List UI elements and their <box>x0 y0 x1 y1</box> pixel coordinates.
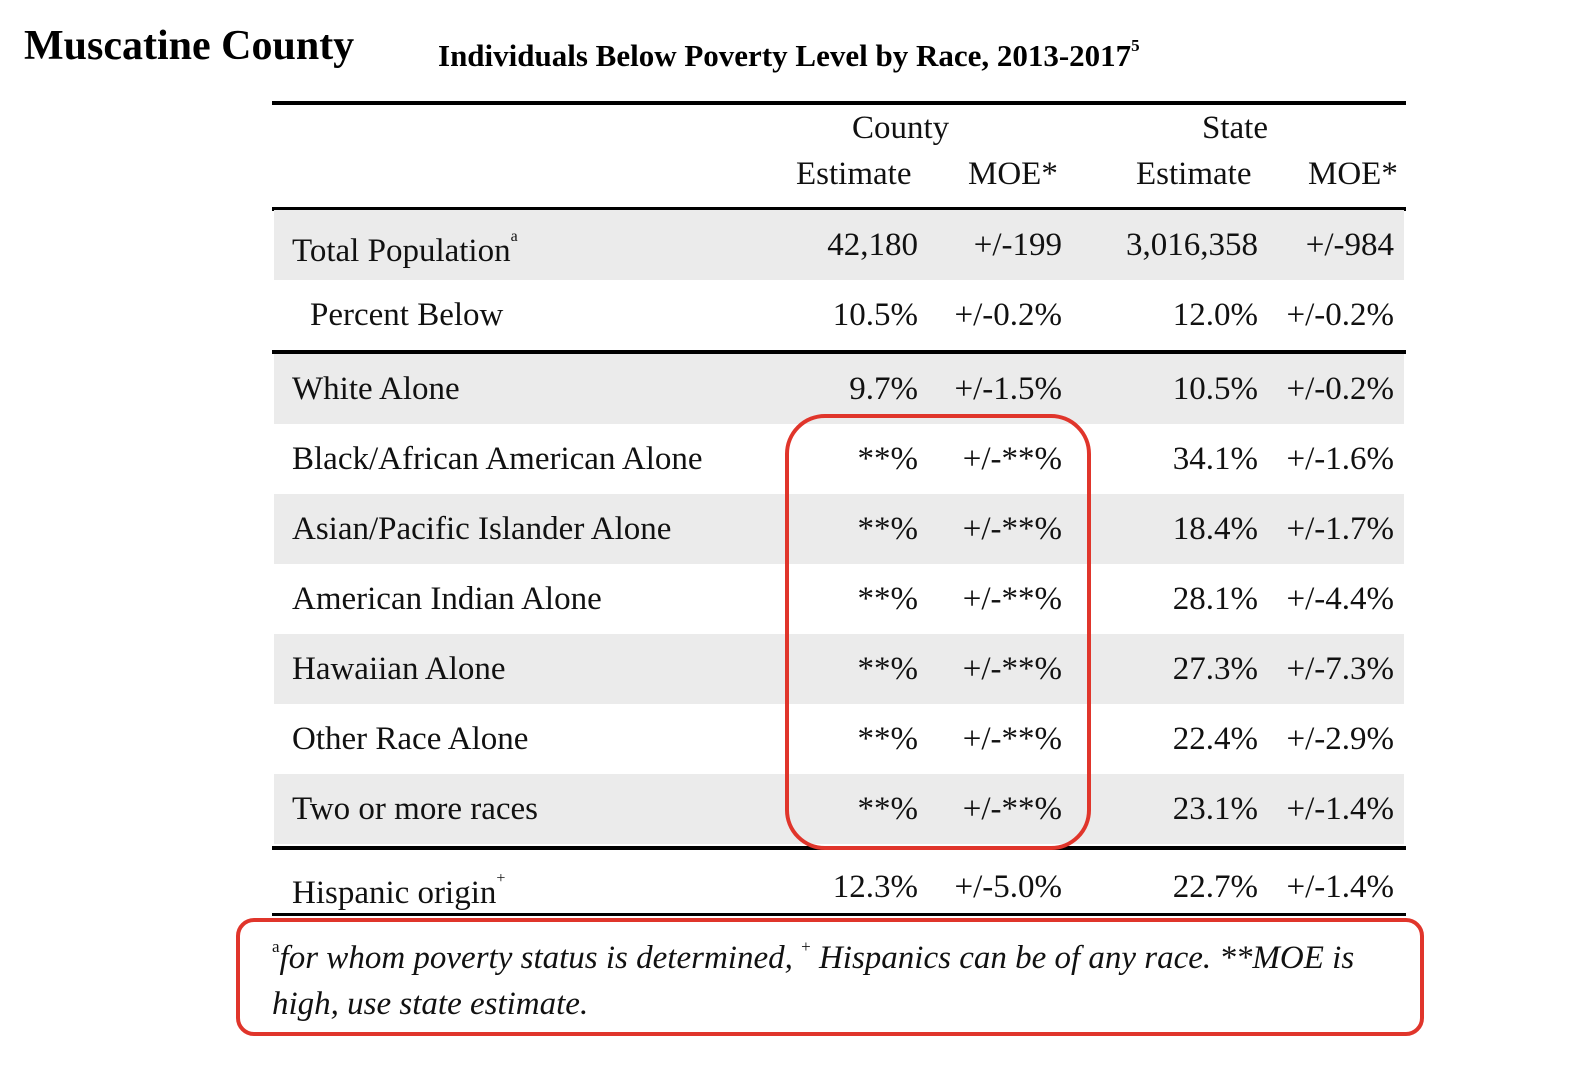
state-moe-cell: +/-0.2% <box>1286 371 1394 407</box>
row-label: White Alone <box>292 354 460 424</box>
state-estimate-cell: 18.4% <box>1172 511 1258 547</box>
county-suppressed-highlight <box>785 414 1091 850</box>
state-estimate-cell: 10.5% <box>1172 371 1258 407</box>
table-row: Hispanic origin+ 12.3% +/-5.0% 22.7% +/-1.4% <box>274 852 1404 922</box>
state-estimate-cell: 12.0% <box>1172 297 1258 333</box>
table-row: Total Populationa 42,180 +/-199 3,016,358 +/… <box>274 210 1404 280</box>
header-state: State <box>1202 110 1268 146</box>
row-label: American Indian Alone <box>292 564 602 634</box>
state-estimate-cell: 22.7% <box>1172 869 1258 905</box>
row-label: Other Race Alone <box>292 704 528 774</box>
row-label: Hispanic origin+ <box>292 852 505 922</box>
county-moe-cell: +/-1.5% <box>954 371 1062 407</box>
table-row: White Alone 9.7% +/-1.5% 10.5% +/-0.2% <box>274 354 1404 424</box>
county-moe-cell: +/-0.2% <box>954 297 1062 333</box>
state-moe-cell: +/-2.9% <box>1286 721 1394 757</box>
row-label-text: Hawaiian Alone <box>292 651 506 687</box>
state-moe-cell: +/-0.2% <box>1286 297 1394 333</box>
table-title-text: Individuals Below Poverty Level by Race,… <box>438 38 1132 73</box>
state-estimate-cell: 34.1% <box>1172 441 1258 477</box>
county-moe-cell: +/-199 <box>973 227 1062 263</box>
header-state-estimate: Estimate <box>1136 156 1252 192</box>
state-moe-cell: +/-7.3% <box>1286 651 1394 687</box>
row-label: Hawaiian Alone <box>292 634 506 704</box>
bottom-rule <box>272 913 1406 916</box>
county-moe-cell: +/-**% <box>962 581 1062 617</box>
header-county-moe: MOE* <box>968 156 1058 192</box>
footnote: afor whom poverty status is determined, … <box>272 928 1402 1027</box>
row-label-text: Hispanic origin <box>292 875 497 911</box>
footnote-highlight <box>236 918 1424 1036</box>
row-label-text: Two or more races <box>292 791 539 827</box>
county-moe-cell: +/-**% <box>962 721 1062 757</box>
row-label-footnote-ref: + <box>496 870 506 887</box>
section-rule-1 <box>272 350 1406 354</box>
county-estimate-cell: **% <box>857 581 919 617</box>
county-estimate-cell: 10.5% <box>832 297 918 333</box>
county-estimate-cell: **% <box>857 651 919 687</box>
county-estimate-cell: **% <box>857 721 919 757</box>
row-label-text: Black/African American Alone <box>292 441 703 477</box>
table-row: Black/African American Alone **% +/-**% 34.… <box>274 424 1404 494</box>
county-moe-cell: +/-**% <box>962 441 1062 477</box>
footnote-text-1: for whom poverty status is determined, <box>279 940 802 976</box>
state-moe-cell: +/-1.4% <box>1286 869 1394 905</box>
header-county: County <box>852 110 950 146</box>
state-moe-cell: +/-1.6% <box>1286 441 1394 477</box>
row-label-text: Total Population <box>292 233 511 269</box>
county-estimate-cell: **% <box>857 791 919 827</box>
state-estimate-cell: 23.1% <box>1172 791 1258 827</box>
footnote-text-2: Hispanics can be of any race. **MOE is h… <box>272 940 1355 1022</box>
table-title: Individuals Below Poverty Level by Race,… <box>438 35 1140 74</box>
state-moe-cell: +/-1.7% <box>1286 511 1394 547</box>
county-estimate-cell: 42,180 <box>827 227 918 263</box>
table-title-footnote-ref: 5 <box>1131 35 1140 55</box>
county-estimate-cell: **% <box>857 511 919 547</box>
row-label: Two or more races <box>292 774 538 844</box>
state-moe-cell: +/-984 <box>1305 227 1394 263</box>
county-estimate-cell: 12.3% <box>832 869 918 905</box>
row-label: Total Populationa <box>292 210 518 280</box>
header-rule <box>272 207 1406 211</box>
state-estimate-cell: 28.1% <box>1172 581 1258 617</box>
county-moe-cell: +/-**% <box>962 651 1062 687</box>
state-moe-cell: +/-4.4% <box>1286 581 1394 617</box>
state-estimate-cell: 22.4% <box>1172 721 1258 757</box>
state-moe-cell: +/-1.4% <box>1286 791 1394 827</box>
county-moe-cell: +/-**% <box>962 511 1062 547</box>
row-label-footnote-ref: a <box>510 228 518 245</box>
county-moe-cell: +/-5.0% <box>954 869 1062 905</box>
table-row: Hawaiian Alone **% +/-**% 27.3% +/-7.3% <box>274 634 1404 704</box>
table-row: Other Race Alone **% +/-**% 22.4% +/-2.9% <box>274 704 1404 774</box>
table-row: Two or more races **% +/-**% 23.1% +/-1.4% <box>274 774 1404 844</box>
table-row: Percent Below 10.5% +/-0.2% 12.0% +/-0.2% <box>274 280 1404 350</box>
row-label: Asian/Pacific Islander Alone <box>292 494 671 564</box>
top-rule <box>272 101 1406 105</box>
footnote-ref-a: a <box>272 937 280 956</box>
county-estimate-cell: 9.7% <box>849 371 918 407</box>
header-state-moe: MOE* <box>1308 156 1398 192</box>
row-label-text: American Indian Alone <box>292 581 602 617</box>
table-row: Asian/Pacific Islander Alone **% +/-**% 18.… <box>274 494 1404 564</box>
row-label-text: White Alone <box>292 371 460 407</box>
county-moe-cell: +/-**% <box>962 791 1062 827</box>
row-label: Percent Below <box>310 280 503 350</box>
county-title: Muscatine County <box>24 23 355 69</box>
state-estimate-cell: 27.3% <box>1172 651 1258 687</box>
row-label: Black/African American Alone <box>292 424 703 494</box>
table-row: American Indian Alone **% +/-**% 28.1% +/-4.… <box>274 564 1404 634</box>
state-estimate-cell: 3,016,358 <box>1126 227 1258 263</box>
row-label-text: Other Race Alone <box>292 721 529 757</box>
row-label-text: Asian/Pacific Islander Alone <box>292 511 672 547</box>
header-county-estimate: Estimate <box>796 156 912 192</box>
county-estimate-cell: **% <box>857 441 919 477</box>
footnote-ref-plus: + <box>801 937 811 956</box>
row-label-text: Percent Below <box>310 297 504 333</box>
